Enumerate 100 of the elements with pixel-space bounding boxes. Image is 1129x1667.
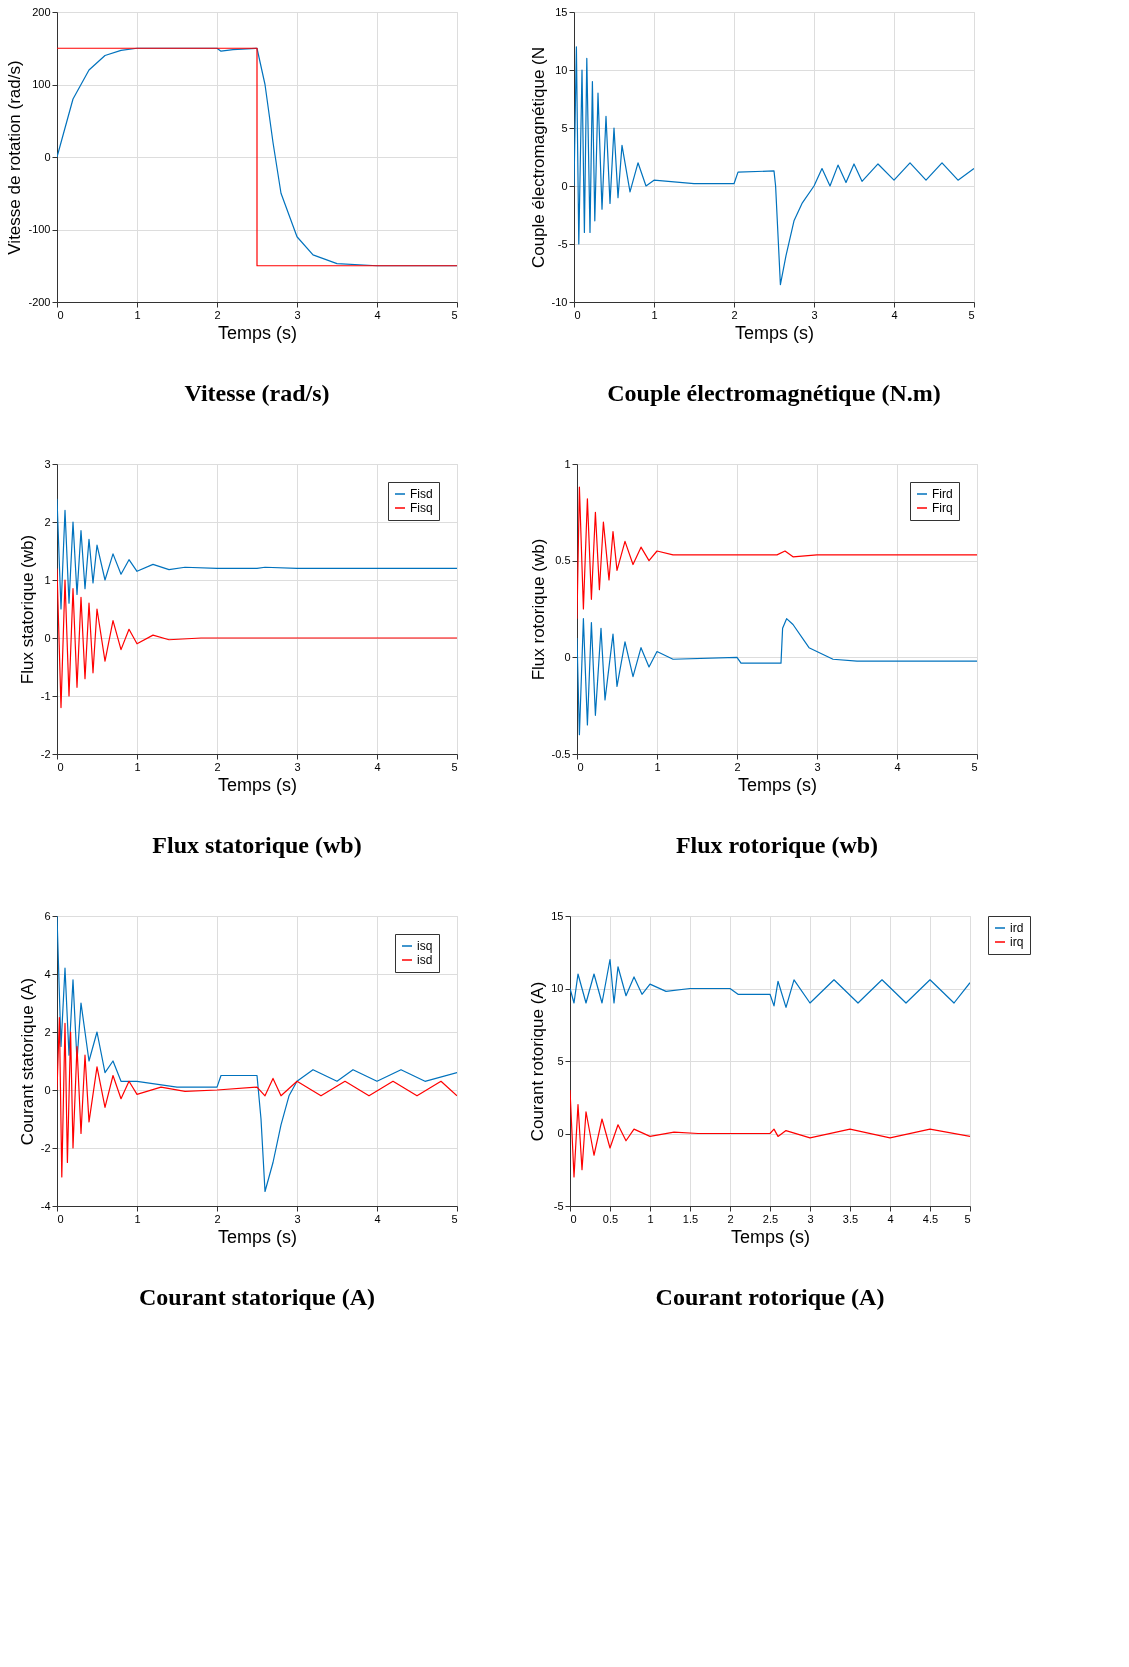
y-tick-label: 10: [551, 982, 564, 994]
y-tick-label: 5: [561, 121, 568, 134]
y-tick-label: -2: [40, 1141, 51, 1154]
legend-label: irq: [1010, 935, 1024, 949]
line-series: [577, 486, 977, 620]
y-axis-title: Courant statorique (A): [17, 977, 37, 1146]
x-tick-label: 0: [57, 308, 64, 321]
x-tick-label: 5: [451, 1212, 458, 1225]
y-tick-label: 0.5: [555, 554, 571, 567]
x-tick-label: 5: [968, 308, 975, 321]
x-tick-label: 3: [294, 1212, 301, 1225]
line-series: [57, 47, 457, 267]
y-tick-label: 4: [44, 967, 51, 980]
x-tick-label: 5: [451, 760, 458, 773]
legend-label: Fird: [932, 487, 953, 501]
line-series: [57, 498, 457, 610]
x-tick-label: 3: [814, 760, 821, 773]
y-axis-title: Flux statorique (wb): [17, 534, 37, 685]
x-tick-label: 4: [894, 760, 901, 773]
x-axis-title: Temps (s): [217, 322, 298, 343]
x-tick-label: 1: [654, 760, 661, 773]
x-tick-label: 2.5: [762, 1212, 779, 1225]
y-tick-label: 0: [561, 179, 568, 192]
x-axis-title: Temps (s): [217, 1226, 298, 1247]
x-tick-label: 2: [214, 1212, 221, 1225]
y-tick-label: 15: [555, 5, 568, 18]
y-tick-label: -5: [553, 1199, 564, 1212]
x-tick-label: 4: [374, 1212, 381, 1225]
y-tick-label: -4: [40, 1199, 51, 1212]
y-axis-title: Courant rotorique (A): [528, 981, 548, 1142]
text: Vitesse (rad/s): [184, 380, 330, 406]
y-tick-label: 6: [44, 909, 51, 922]
x-axis-title: Temps (s): [730, 1226, 811, 1247]
x-tick-label: 0: [57, 1212, 64, 1225]
x-tick-label: 3: [294, 308, 301, 321]
text: Courant statorique (A): [139, 1284, 375, 1310]
y-tick-label: 10: [555, 63, 568, 76]
y-tick-label: 200: [32, 5, 51, 18]
y-tick-label: 0: [44, 150, 51, 163]
legend-label: Fisd: [410, 487, 433, 501]
y-tick-label: -0.5: [551, 747, 571, 760]
x-tick-label: 4: [887, 1212, 894, 1225]
x-tick-label: 1: [134, 308, 141, 321]
text: Flux statorique (wb): [152, 832, 362, 858]
y-tick-label: 1: [564, 457, 571, 470]
y-tick-label: 15: [551, 909, 564, 922]
x-axis-title: Temps (s): [734, 322, 815, 343]
x-tick-label: 4: [374, 760, 381, 773]
x-tick-label: 3: [807, 1212, 814, 1225]
x-axis-title: Temps (s): [217, 774, 298, 795]
legend-label: isq: [417, 939, 433, 953]
x-tick-label: 1.5: [682, 1212, 699, 1225]
line-series: [57, 1016, 457, 1178]
y-axis-title: Vitesse de rotation (rad/s): [5, 60, 25, 255]
x-tick-label: 2: [214, 308, 221, 321]
x-tick-label: 0: [577, 760, 584, 773]
x-tick-label: 2: [734, 760, 741, 773]
line-series: [574, 46, 974, 286]
x-tick-label: 3: [811, 308, 818, 321]
x-tick-label: 1: [134, 760, 141, 773]
x-tick-label: 0: [574, 308, 581, 321]
y-tick-label: 0: [44, 631, 51, 644]
y-tick-label: 0: [44, 1083, 51, 1096]
x-tick-label: 1: [134, 1212, 141, 1225]
line-series: [57, 916, 457, 1193]
line-series: [57, 567, 457, 709]
x-tick-label: 2: [727, 1212, 734, 1225]
line-series: [577, 618, 977, 736]
y-tick-label: 2: [44, 1025, 51, 1038]
x-axis-title: Temps (s): [737, 774, 818, 795]
y-tick-label: 1: [44, 573, 51, 586]
text: Couple électromagnétique (N.m): [607, 380, 941, 406]
y-tick-label: -200: [28, 295, 51, 308]
y-tick-label: 0: [557, 1127, 564, 1139]
x-tick-label: 1: [647, 1212, 654, 1225]
x-tick-label: 4.5: [922, 1212, 939, 1225]
x-tick-label: 0: [57, 760, 64, 773]
x-tick-label: 1: [651, 308, 658, 321]
y-tick-label: 5: [557, 1054, 564, 1067]
line-series: [570, 1089, 970, 1178]
y-tick-label: 0: [564, 650, 571, 663]
x-tick-label: 3: [294, 760, 301, 773]
y-axis-title: Couple électromagnétique (N: [528, 46, 548, 269]
y-tick-label: -10: [551, 295, 568, 308]
x-tick-label: 4: [374, 308, 381, 321]
x-tick-label: 2: [214, 760, 221, 773]
x-tick-label: 4: [891, 308, 898, 321]
x-tick-label: 3.5: [842, 1212, 859, 1225]
y-tick-label: -2: [40, 747, 51, 760]
y-tick-label: 2: [44, 515, 51, 528]
y-tick-label: 100: [32, 78, 51, 90]
y-tick-label: -1: [40, 689, 51, 702]
y-tick-label: -5: [557, 237, 568, 250]
legend-label: isd: [417, 953, 433, 967]
x-tick-label: 5: [964, 1212, 971, 1225]
y-tick-label: -100: [28, 223, 51, 235]
legend-label: Fisq: [410, 501, 433, 515]
y-axis-title: Flux rotorique (wb): [528, 538, 548, 681]
line-series: [570, 958, 970, 1008]
x-tick-label: 5: [451, 308, 458, 321]
